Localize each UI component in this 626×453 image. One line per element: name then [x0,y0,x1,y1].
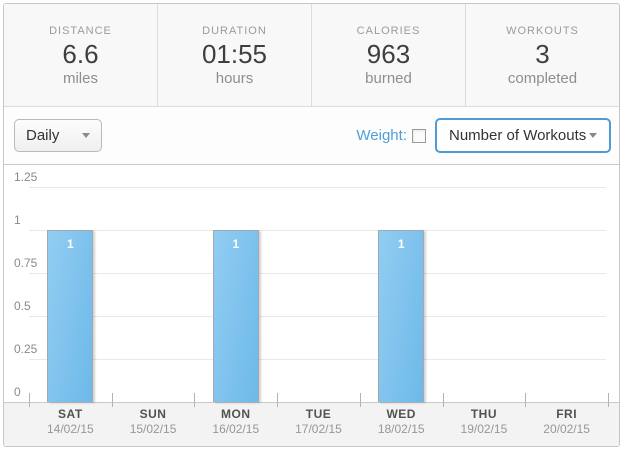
x-date-label: 14/02/15 [46,422,94,436]
stat-calories-value: 963 [366,38,411,69]
stat-workouts: WORKOUTS 3 completed [466,4,619,106]
y-tick-label: 0.75 [14,256,38,270]
chevron-down-icon [589,133,597,138]
x-category-label: SUN 15/02/15 [112,407,195,436]
x-day-label: FRI [556,407,578,421]
stat-calories: CALORIES 963 burned [312,4,466,106]
dashboard-panel: DISTANCE 6.6 miles DURATION 01:55 hours … [3,3,620,447]
x-date-label: 17/02/15 [295,422,342,436]
stat-duration-value: 01:55 [201,38,268,69]
y-tick-label: 1.25 [14,170,38,184]
x-day-label: SUN [139,407,167,421]
chevron-down-icon [82,133,90,138]
x-axis-tick [442,393,444,407]
stat-distance-label: DISTANCE [49,24,112,37]
x-date-label: 20/02/15 [543,422,590,436]
stat-duration: DURATION 01:55 hours [158,4,312,106]
x-category-label: FRI 20/02/15 [525,407,608,436]
x-category-label: TUE 17/02/15 [277,407,360,436]
x-date-label: 18/02/15 [377,422,425,436]
stat-distance: DISTANCE 6.6 miles [4,4,158,106]
stats-row: DISTANCE 6.6 miles DURATION 01:55 hours … [4,4,619,107]
x-day-label: WED [386,407,416,421]
bar[interactable]: 1 [212,230,259,402]
stat-calories-label: CALORIES [356,24,421,37]
y-gridline [29,187,606,188]
x-axis-tick [194,393,196,407]
weight-toggle-group: Weight: [356,107,426,164]
x-axis-strip [4,402,619,446]
x-axis-tick [277,393,279,407]
x-date-label: 16/02/15 [212,422,260,436]
y-tick-label: 0.5 [14,299,31,313]
bar[interactable]: 1 [378,230,425,402]
x-axis-tick [111,393,113,407]
x-day-label: MON [221,407,251,421]
x-category-label: MON 16/02/15 [194,407,277,436]
bar-value-label: 1 [232,237,240,251]
bar[interactable]: 1 [47,230,94,402]
y-gridline [29,230,606,231]
period-select[interactable]: Daily [14,119,102,152]
x-day-label: THU [470,407,497,421]
y-tick-label: 0 [14,385,21,399]
bar-value-label: 1 [397,237,405,251]
chart: 0 0.25 0.5 0.75 1 1.25 SAT 14/02/15 SUN 15/02/15 M… [4,164,619,446]
metric-select[interactable]: Number of Workouts [435,118,611,153]
weight-checkbox[interactable] [412,128,426,143]
x-category-label: SAT 14/02/15 [29,407,112,436]
x-category-label: WED 18/02/15 [360,407,443,436]
x-date-label: 19/02/15 [460,422,508,436]
x-date-label: 15/02/15 [129,422,177,436]
x-category-label: THU 19/02/15 [443,407,526,436]
x-axis-tick [359,393,361,407]
stat-duration-label: DURATION [202,24,267,37]
weight-label: Weight: [356,127,407,144]
x-axis-tick [29,393,30,407]
stat-workouts-value: 3 [535,38,550,69]
stat-duration-unit: hours [215,70,254,88]
period-select-value: Daily [26,127,60,144]
y-gridline [29,316,606,317]
x-axis-tick [525,393,527,407]
filter-row: Daily Weight: Number of Workouts [4,107,619,164]
x-axis-tick [608,393,609,407]
stat-distance-value: 6.6 [62,38,99,69]
y-tick-label: 1 [14,213,21,227]
stat-calories-unit: burned [365,70,412,88]
y-gridline [29,273,606,274]
stat-workouts-label: WORKOUTS [506,24,579,37]
y-gridline [29,359,606,360]
metric-select-value: Number of Workouts [449,127,587,144]
stat-workouts-unit: completed [507,70,578,88]
bar-value-label: 1 [67,237,74,251]
x-day-label: TUE [305,407,332,421]
x-day-label: SAT [58,407,83,421]
y-tick-label: 0.25 [14,342,38,356]
stat-distance-unit: miles [62,70,98,88]
